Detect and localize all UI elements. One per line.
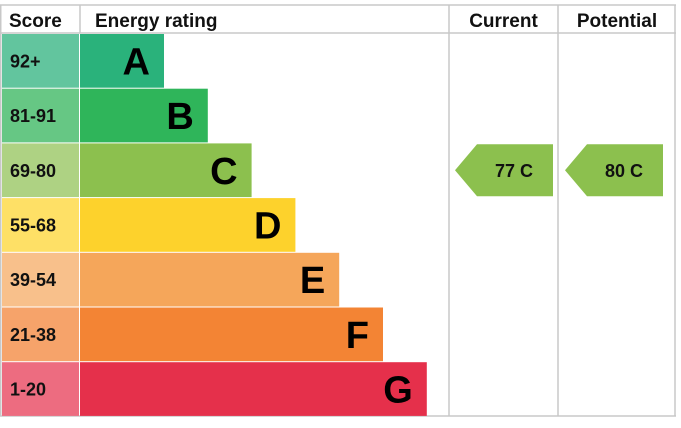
score-label-e: 39-54 xyxy=(10,270,56,290)
score-label-g: 1-20 xyxy=(10,380,46,400)
score-cell-d xyxy=(2,198,79,252)
band-bar-d xyxy=(80,198,296,252)
band-letter-e: E xyxy=(300,260,325,302)
header-score: Score xyxy=(9,11,62,32)
header-potential: Potential xyxy=(577,11,657,32)
score-cell-c xyxy=(2,143,79,198)
band-bar-c xyxy=(80,143,252,198)
band-bar-g xyxy=(80,362,427,416)
score-cell-g xyxy=(2,362,79,416)
current-arrow xyxy=(455,144,553,197)
band-bar-f xyxy=(80,307,383,362)
header-energy-rating: Energy rating xyxy=(95,11,217,32)
score-cell-f xyxy=(2,307,79,362)
score-label-c: 69-80 xyxy=(10,161,56,181)
band-letter-g: G xyxy=(383,370,413,412)
score-label-a: 92+ xyxy=(10,51,41,71)
score-cell-a xyxy=(2,34,79,88)
header-current: Current xyxy=(469,11,538,32)
band-letter-a: A xyxy=(123,41,150,83)
band-bar-e xyxy=(80,252,340,307)
current-rating-label: 77 C xyxy=(495,161,533,181)
score-label-d: 55-68 xyxy=(10,215,56,235)
band-letter-c: C xyxy=(210,151,237,193)
score-label-b: 81-91 xyxy=(10,106,56,126)
band-bar-a xyxy=(80,34,164,88)
band-letter-b: B xyxy=(166,96,193,138)
band-letter-f: F xyxy=(346,315,369,357)
rating-bands: 92+ A 81-91 B 69-80 C 55-68 D 39-54 E 21-38 F 1-20 G xyxy=(2,34,427,416)
rating-arrows: 77 C 80 C xyxy=(455,144,663,197)
band-bar-b xyxy=(80,88,208,143)
band-letter-d: D xyxy=(254,205,281,247)
grid xyxy=(0,4,676,417)
score-cell-b xyxy=(2,88,79,143)
potential-rating-label: 80 C xyxy=(605,161,643,181)
score-label-f: 21-38 xyxy=(10,325,56,345)
potential-arrow xyxy=(565,144,663,197)
score-cell-e xyxy=(2,252,79,307)
